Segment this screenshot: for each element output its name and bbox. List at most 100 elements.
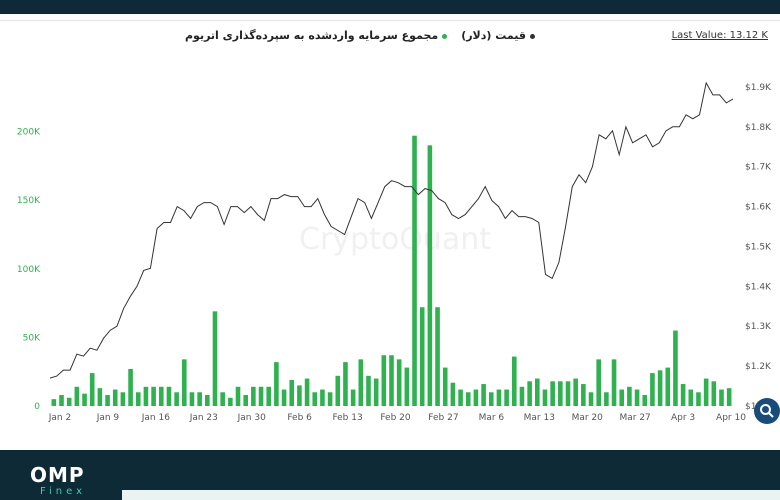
deposit-bar — [381, 355, 387, 406]
right-tick-label: $1.8K — [745, 123, 772, 133]
deposit-bar — [373, 378, 379, 406]
deposit-bar — [419, 307, 425, 406]
deposit-bar — [442, 367, 448, 406]
deposit-bar — [703, 378, 709, 406]
deposit-bar — [143, 386, 149, 406]
deposit-bar — [235, 386, 241, 406]
deposit-bar — [726, 388, 732, 406]
price-dot-icon — [529, 33, 535, 39]
deposit-bar — [665, 367, 671, 406]
deposit-bar — [504, 389, 509, 406]
deposit-bar — [158, 386, 164, 406]
legend-price[interactable]: قیمت (دلار) — [461, 29, 535, 42]
price-line — [49, 81, 734, 379]
legend-deposit[interactable]: مجموع سرمایه واردشده به سپرده‌گذاری اتری… — [185, 29, 448, 42]
deposit-bar — [611, 359, 617, 406]
deposit-bar — [128, 368, 133, 406]
deposit-bar — [320, 389, 325, 406]
deposit-bar — [404, 367, 410, 406]
right-tick-label: $1 — [745, 402, 756, 412]
deposit-bar — [366, 375, 371, 406]
deposit-bar — [251, 386, 256, 406]
x-tick-label: Apr 10 — [716, 413, 746, 423]
deposit-bar — [581, 384, 586, 406]
deposit-bar — [650, 373, 655, 406]
deposit-bar — [174, 392, 179, 406]
top-bar — [0, 0, 780, 14]
x-tick-label: Jan 23 — [189, 413, 218, 423]
x-tick-label: Mar 27 — [619, 413, 650, 423]
deposit-bar — [166, 386, 172, 406]
chart-card: قیمت (دلار) مجموع سرمایه واردشده به سپرد… — [0, 20, 780, 429]
deposit-bar — [258, 386, 264, 406]
deposit-bar — [112, 389, 118, 406]
deposit-bar — [511, 356, 517, 406]
right-tick-label: $1.4K — [745, 282, 772, 292]
deposit-bar — [197, 392, 202, 406]
deposit-bar — [535, 378, 540, 406]
deposit-bars — [51, 135, 732, 406]
deposit-bar — [97, 388, 103, 406]
deposit-bar — [274, 362, 279, 406]
deposit-bar — [596, 359, 602, 406]
watermark: CryptoQuant — [299, 222, 491, 257]
deposit-bar — [481, 384, 486, 406]
deposit-bar — [473, 389, 479, 406]
deposit-bar — [450, 382, 456, 406]
deposit-bar — [427, 145, 433, 406]
x-tick-label: Feb 13 — [332, 413, 362, 423]
deposit-bar — [588, 392, 594, 406]
deposit-bar — [343, 362, 348, 406]
deposit-bar — [558, 381, 563, 406]
deposit-bar — [297, 385, 302, 406]
x-tick-label: Mar 6 — [479, 413, 505, 423]
deposit-bar — [627, 386, 632, 406]
deposit-bar — [465, 392, 471, 406]
deposit-bar — [181, 359, 187, 406]
deposit-bar — [711, 381, 717, 406]
deposit-bar — [496, 389, 502, 406]
x-tick-label: Jan 30 — [237, 413, 266, 423]
deposit-bar — [228, 397, 233, 406]
right-axis: $1 $1.2K $1.3K $1.4K $1.5K $1.6K $1.7K $1.8K $1.… — [745, 83, 772, 412]
deposit-bar — [634, 389, 640, 406]
deposit-bar — [542, 389, 548, 406]
footer-logo-sub: Finex — [40, 486, 87, 497]
deposit-bar — [105, 395, 110, 406]
search-icon — [760, 404, 774, 418]
deposit-bar — [350, 389, 356, 406]
right-tick-label: $1.2K — [745, 362, 772, 372]
deposit-bar — [59, 395, 64, 406]
deposit-bar — [327, 392, 333, 406]
left-tick-label: 150K — [17, 196, 41, 206]
deposit-bar — [435, 307, 440, 406]
deposit-bar — [488, 392, 494, 406]
deposit-bar — [519, 386, 525, 406]
x-tick-label: Jan 9 — [96, 413, 120, 423]
deposit-bar — [719, 389, 724, 406]
right-tick-label: $1.9K — [745, 83, 772, 93]
x-tick-label: Feb 20 — [380, 413, 411, 423]
deposit-bar — [266, 386, 272, 406]
search-button[interactable] — [754, 398, 780, 424]
left-axis: 0 50K 100K 150K 200K — [17, 128, 41, 412]
deposit-bar — [642, 395, 648, 406]
x-tick-label: Apr 3 — [671, 413, 695, 423]
deposit-bar — [696, 392, 701, 406]
deposit-bar — [289, 379, 295, 406]
last-value[interactable]: Last Value: 13.12 K — [671, 30, 768, 41]
deposit-bar — [66, 397, 72, 406]
deposit-bar — [680, 384, 686, 406]
x-tick-label: Feb 27 — [428, 413, 458, 423]
deposit-bar — [74, 386, 80, 406]
footer-logo: OMP — [30, 463, 85, 487]
deposit-bar — [412, 135, 417, 406]
x-tick-label: Mar 13 — [524, 413, 555, 423]
deposit-bar — [312, 392, 318, 406]
deposit-bar — [335, 375, 341, 406]
deposit-bar — [220, 392, 225, 406]
left-tick-label: 100K — [17, 265, 41, 275]
right-tick-label: $1.5K — [745, 242, 772, 252]
deposit-bar — [82, 393, 87, 406]
deposit-bar — [89, 373, 95, 406]
